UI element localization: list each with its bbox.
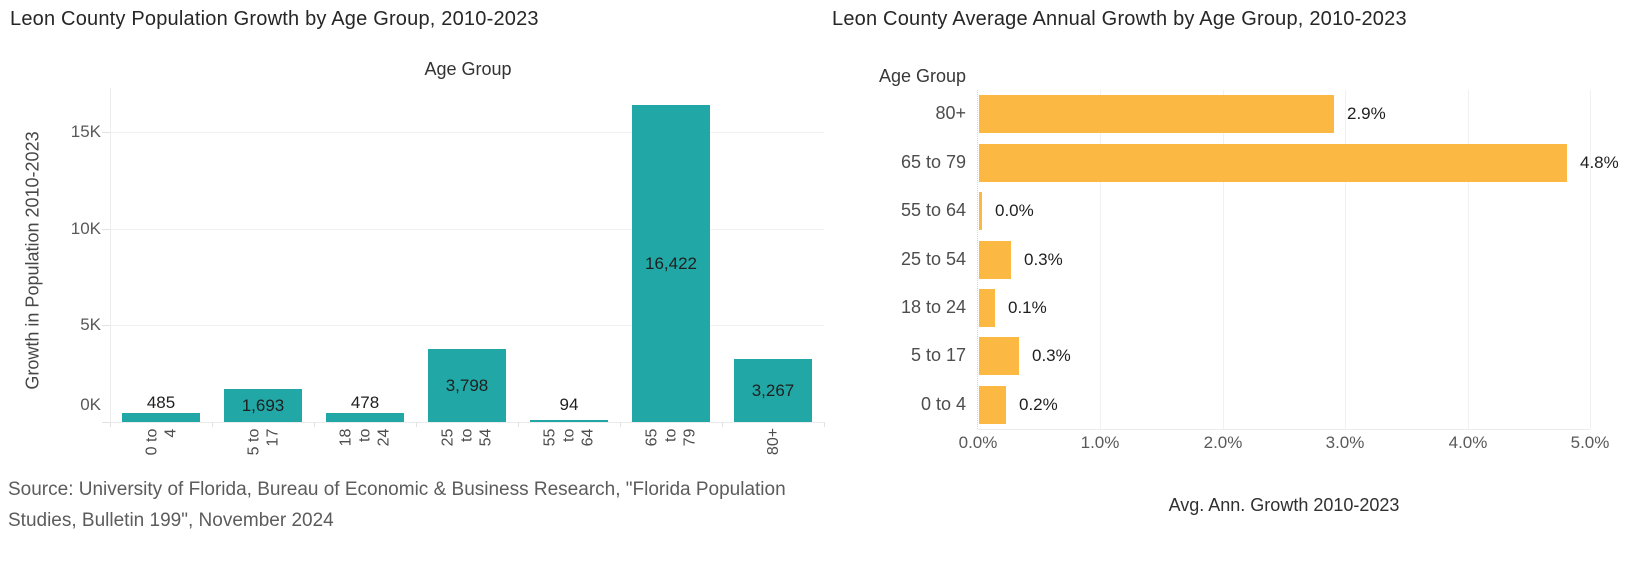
x-gridline-3.0% xyxy=(1345,90,1346,429)
left-x-axis-line xyxy=(110,422,824,423)
x-gridline-5.0% xyxy=(1590,90,1591,429)
x-boundary-tick-6 xyxy=(722,422,723,427)
row-value-label-65 to 79: 4.8% xyxy=(1580,153,1619,172)
column-bar-80+[interactable] xyxy=(734,359,812,422)
row-value-label-55 to 64: 0.0% xyxy=(995,201,1034,220)
column-value-label-5 to 17: 1,693 xyxy=(241,396,285,415)
column-bar-65 to 79[interactable] xyxy=(632,105,710,422)
column-value-label-55 to 64: 94 xyxy=(559,395,579,414)
y-category-label-80+: 80+ xyxy=(935,103,966,123)
column-bar-55 to 64[interactable] xyxy=(530,420,608,422)
y-tick-label-0K: 0K xyxy=(80,395,101,414)
left-y-axis-line xyxy=(110,88,111,427)
y-tickmark-15K xyxy=(102,132,110,133)
row-value-label-25 to 54: 0.3% xyxy=(1024,250,1063,269)
y-gridline-5K xyxy=(110,325,824,326)
x-tick-label-3.0%: 3.0% xyxy=(1325,433,1365,452)
x-boundary-tick-5 xyxy=(620,422,621,427)
y-tick-label-5K: 5K xyxy=(80,315,101,334)
x-boundary-tick-7 xyxy=(824,422,825,427)
x-gridline-1.0% xyxy=(1100,90,1101,429)
x-tick-label-5.0%: 5.0% xyxy=(1570,433,1610,452)
row-value-label-80+: 2.9% xyxy=(1347,104,1386,123)
x-gridline-2.0% xyxy=(1223,90,1224,429)
column-bar-5 to 17[interactable] xyxy=(224,389,302,422)
source-note-line2: Studies, Bulletin 199", November 2024 xyxy=(8,510,334,531)
left-x-axis-title: Age Group xyxy=(424,59,512,79)
x-gridline-4.0% xyxy=(1468,90,1469,429)
y-category-label-55 to 64: 55 to 64 xyxy=(900,200,966,220)
right-y-axis-title: Age Group xyxy=(878,66,966,86)
y-category-label-18 to 24: 18 to 24 xyxy=(900,297,966,317)
row-bar-55 to 64[interactable] xyxy=(979,192,982,230)
y-tick-label-10K: 10K xyxy=(70,219,101,238)
column-bar-0 to 4[interactable] xyxy=(122,413,200,422)
right-x-axis-title: Avg. Ann. Growth 2010-2023 xyxy=(1168,495,1400,515)
y-category-label-65 to 79: 65 to 79 xyxy=(900,152,966,172)
y-tickmark-5K xyxy=(102,325,110,326)
column-value-label-65 to 79: 16,422 xyxy=(645,254,697,273)
x-boundary-tick-0 xyxy=(110,422,111,427)
x-boundary-tick-3 xyxy=(416,422,417,427)
right-x-axis-line xyxy=(978,429,1590,430)
x-tick-label-2.0%: 2.0% xyxy=(1203,433,1243,452)
y-tick-label-15K: 15K xyxy=(70,122,101,141)
y-category-label-0 to 4: 0 to 4 xyxy=(920,394,966,414)
column-bar-25 to 54[interactable] xyxy=(428,349,506,422)
y-gridline-10K xyxy=(110,229,824,230)
column-value-label-18 to 24: 478 xyxy=(350,393,380,412)
x-zero-line xyxy=(977,90,978,429)
row-value-label-0 to 4: 0.2% xyxy=(1019,395,1058,414)
source-note: Source: University of Florida, Bureau of… xyxy=(8,474,786,536)
row-bar-0 to 4[interactable] xyxy=(979,386,1006,424)
x-tick-label-0.0%: 0.0% xyxy=(958,433,998,452)
x-tick-label-4.0%: 4.0% xyxy=(1448,433,1488,452)
y-category-label-25 to 54: 25 to 54 xyxy=(900,249,966,269)
y-gridline-15K xyxy=(110,132,824,133)
x-boundary-tick-2 xyxy=(314,422,315,427)
x-tick-label-1.0%: 1.0% xyxy=(1080,433,1120,452)
x-boundary-tick-1 xyxy=(212,422,213,427)
row-bar-18 to 24[interactable] xyxy=(979,289,995,327)
row-bar-80+[interactable] xyxy=(979,95,1334,133)
source-note-line1: Source: University of Florida, Bureau of… xyxy=(8,479,786,500)
row-bar-25 to 54[interactable] xyxy=(979,241,1011,279)
column-bar-18 to 24[interactable] xyxy=(326,413,404,422)
column-value-label-25 to 54: 3,798 xyxy=(445,376,489,395)
row-value-label-18 to 24: 0.1% xyxy=(1008,298,1047,317)
left-chart-title: Leon County Population Growth by Age Gro… xyxy=(10,8,539,30)
row-value-label-5 to 17: 0.3% xyxy=(1032,346,1071,365)
row-bar-65 to 79[interactable] xyxy=(979,144,1567,182)
x-boundary-tick-4 xyxy=(518,422,519,427)
row-bar-5 to 17[interactable] xyxy=(979,337,1019,375)
right-chart-title: Leon County Average Annual Growth by Age… xyxy=(832,8,1407,30)
y-category-label-5 to 17: 5 to 17 xyxy=(910,345,966,365)
y-tickmark-10K xyxy=(102,229,110,230)
y-tickmark-0K xyxy=(102,422,110,423)
column-value-label-80+: 3,267 xyxy=(751,381,795,400)
column-value-label-0 to 4: 485 xyxy=(146,393,176,412)
